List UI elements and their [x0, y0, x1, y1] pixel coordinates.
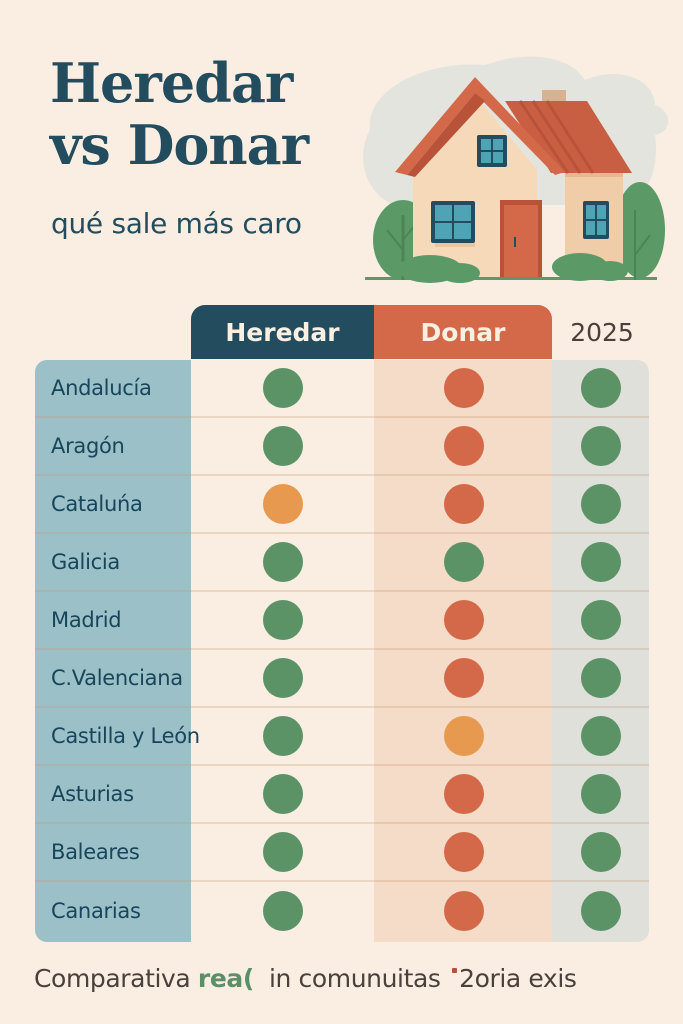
table-row: Aragón — [35, 418, 649, 476]
region-label: Asturias — [51, 782, 134, 806]
column-header-donar: Donar — [374, 305, 552, 359]
status-dot-heredar — [263, 600, 303, 640]
page-title: Heredar vs Donar — [50, 51, 309, 177]
status-dot-heredar — [263, 368, 303, 408]
region-column-bg — [35, 360, 191, 942]
region-label: Cataluńa — [51, 492, 143, 516]
status-dot-donar — [444, 542, 484, 582]
column-header-heredar: Heredar — [191, 305, 374, 359]
status-dot-year — [581, 716, 621, 756]
status-dot-heredar — [263, 542, 303, 582]
status-dot-year — [581, 484, 621, 524]
status-dot-heredar — [263, 832, 303, 872]
comparison-table: Andalucía Aragón Cataluńa Galicia Madrid C.Va… — [35, 360, 649, 942]
status-dot-year — [581, 658, 621, 698]
column-header-year: 2025 — [570, 317, 634, 347]
status-dot-donar — [444, 774, 484, 814]
status-dot-heredar — [263, 426, 303, 466]
status-dot-donar — [444, 716, 484, 756]
table-body: Andalucía Aragón Cataluńa Galicia Madrid C.Va… — [35, 360, 649, 940]
status-dot-year — [581, 368, 621, 408]
status-dot-donar — [444, 484, 484, 524]
table-row: Madrid — [35, 592, 649, 650]
subtitle: qué sale más caro — [51, 207, 302, 240]
status-dot-donar — [444, 832, 484, 872]
region-label: Aragón — [51, 434, 125, 458]
table-row: Andalucía — [35, 360, 649, 418]
region-label: C.Valenciana — [51, 666, 183, 690]
region-label: Andalucía — [51, 376, 152, 400]
footer-caption: Comparativa rea( in comunuitas 2oria exi… — [34, 964, 674, 993]
table-row: Galicia — [35, 534, 649, 592]
status-dot-heredar — [263, 774, 303, 814]
status-dot-heredar — [263, 891, 303, 931]
title-line-1: Heredar — [50, 51, 293, 115]
table-row: Cataluńa — [35, 476, 649, 534]
status-dot-donar — [444, 658, 484, 698]
region-label: Canarias — [51, 899, 141, 923]
footer-text-end: 2oria exis — [459, 964, 577, 993]
table-row: Castilla y León — [35, 708, 649, 766]
region-label: Castilla y León — [51, 724, 200, 748]
region-label: Baleares — [51, 840, 140, 864]
status-dot-heredar — [263, 658, 303, 698]
status-dot-heredar — [263, 484, 303, 524]
status-dot-heredar — [263, 716, 303, 756]
status-dot-year — [581, 542, 621, 582]
status-dot-donar — [444, 600, 484, 640]
house-illustration-icon — [363, 56, 669, 283]
table-row: Asturias — [35, 766, 649, 824]
bullet-icon — [452, 968, 458, 973]
status-dot-year — [581, 832, 621, 872]
title-line-2: vs Donar — [50, 113, 309, 177]
region-label: Galicia — [51, 550, 120, 574]
footer-text-middle: in comunuitas — [253, 964, 449, 993]
status-dot-year — [581, 426, 621, 466]
footer-text-start: Comparativa — [34, 964, 198, 993]
table-row: Baleares — [35, 824, 649, 882]
status-dot-year — [581, 891, 621, 931]
status-dot-donar — [444, 368, 484, 408]
status-dot-donar — [444, 426, 484, 466]
status-dot-year — [581, 600, 621, 640]
status-dot-donar — [444, 891, 484, 931]
footer-text-accent: rea( — [197, 964, 254, 993]
region-label: Madrid — [51, 608, 122, 632]
table-row: C.Valenciana — [35, 650, 649, 708]
table-row: Canarias — [35, 882, 649, 940]
status-dot-year — [581, 774, 621, 814]
